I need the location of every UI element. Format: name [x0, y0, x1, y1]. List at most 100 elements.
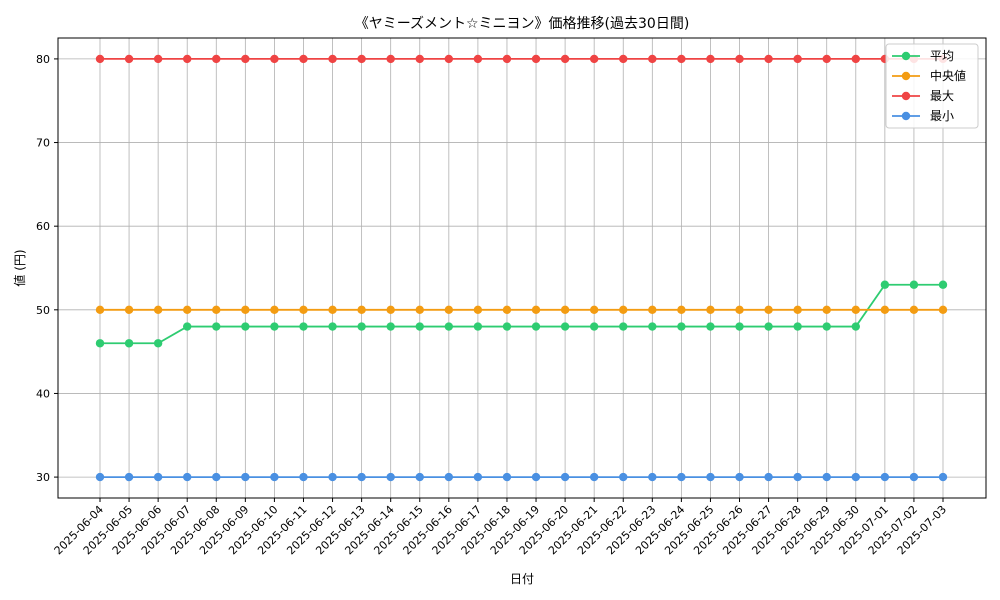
data-point	[328, 472, 337, 482]
data-point	[822, 472, 831, 482]
data-point	[270, 472, 279, 482]
data-point	[95, 54, 105, 64]
series-line	[100, 283, 943, 345]
data-point	[153, 305, 163, 315]
data-point	[619, 54, 628, 64]
data-point	[183, 54, 192, 64]
data-point	[706, 322, 715, 331]
data-point	[444, 305, 454, 315]
data-point	[880, 305, 890, 315]
y-tick-label: 80	[36, 53, 50, 66]
y-ticks: 30 40 50 60 70 80	[36, 53, 58, 484]
data-point	[502, 54, 512, 64]
data-point	[212, 305, 221, 315]
data-point	[386, 472, 395, 482]
data-point	[648, 322, 657, 331]
data-point	[822, 322, 831, 331]
data-point	[153, 339, 163, 348]
data-point	[241, 305, 250, 315]
data-point	[531, 305, 541, 315]
data-point	[764, 322, 773, 331]
data-point	[212, 322, 221, 331]
data-point	[851, 322, 860, 331]
y-tick-label: 50	[36, 304, 50, 317]
data-point	[822, 54, 831, 64]
data-point	[299, 54, 308, 64]
data-point	[851, 305, 860, 315]
data-point	[444, 322, 454, 331]
data-point	[415, 322, 424, 331]
legend-box	[885, 43, 979, 129]
data-point	[444, 472, 454, 482]
data-point	[619, 305, 628, 315]
data-point	[270, 322, 279, 331]
series-group	[95, 54, 948, 482]
data-point	[764, 54, 773, 64]
data-point	[764, 472, 773, 482]
legend-marker	[901, 111, 911, 121]
data-point	[444, 54, 454, 64]
y-tick-label: 60	[36, 220, 50, 233]
data-point	[589, 305, 599, 315]
legend-entry: 最大	[930, 89, 954, 103]
data-point	[793, 54, 802, 64]
data-point	[735, 472, 744, 482]
data-point	[880, 280, 890, 289]
data-point	[764, 305, 773, 315]
data-point	[95, 339, 105, 348]
legend-marker	[901, 51, 911, 61]
data-point	[677, 472, 686, 482]
data-point	[241, 54, 250, 64]
data-point	[386, 305, 395, 315]
data-point	[95, 472, 105, 482]
x-axis-label: 日付	[510, 572, 534, 586]
chart-title: 《ヤミーズメント☆ミニヨン》価格推移(過去30日間)	[355, 16, 690, 32]
data-point	[212, 472, 221, 482]
data-point	[619, 322, 628, 331]
data-point	[589, 54, 599, 64]
data-point	[241, 322, 250, 331]
data-point	[793, 305, 802, 315]
data-point	[299, 305, 308, 315]
y-tick-label: 30	[36, 471, 50, 484]
data-point	[95, 305, 105, 315]
data-point	[706, 305, 715, 315]
data-point	[793, 472, 802, 482]
data-point	[124, 305, 134, 315]
data-point	[851, 472, 860, 482]
data-point	[735, 322, 744, 331]
data-point	[677, 305, 686, 315]
data-point	[241, 472, 250, 482]
data-point	[793, 322, 802, 331]
data-point	[938, 472, 948, 482]
data-point	[648, 305, 657, 315]
data-point	[531, 322, 541, 331]
data-point	[560, 54, 570, 64]
data-point	[212, 54, 221, 64]
data-point	[270, 305, 279, 315]
data-point	[648, 472, 657, 482]
data-point	[560, 305, 570, 315]
legend-marker	[901, 71, 911, 81]
grid	[58, 38, 986, 498]
data-point	[677, 322, 686, 331]
data-point	[299, 322, 308, 331]
data-point	[299, 472, 308, 482]
data-point	[357, 322, 366, 331]
y-axis-label: 値 (円)	[12, 249, 27, 286]
data-point	[473, 305, 483, 315]
y-tick-label: 70	[36, 137, 50, 150]
data-point	[706, 472, 715, 482]
data-point	[270, 54, 279, 64]
data-point	[589, 322, 599, 331]
data-point	[357, 54, 366, 64]
x-ticks: 2025-06-042025-06-052025-06-062025-06-07…	[52, 498, 949, 557]
data-point	[560, 472, 570, 482]
data-point	[153, 472, 163, 482]
data-point	[909, 305, 919, 315]
data-point	[415, 472, 424, 482]
legend-entry: 中央値	[930, 68, 966, 83]
data-point	[589, 472, 599, 482]
